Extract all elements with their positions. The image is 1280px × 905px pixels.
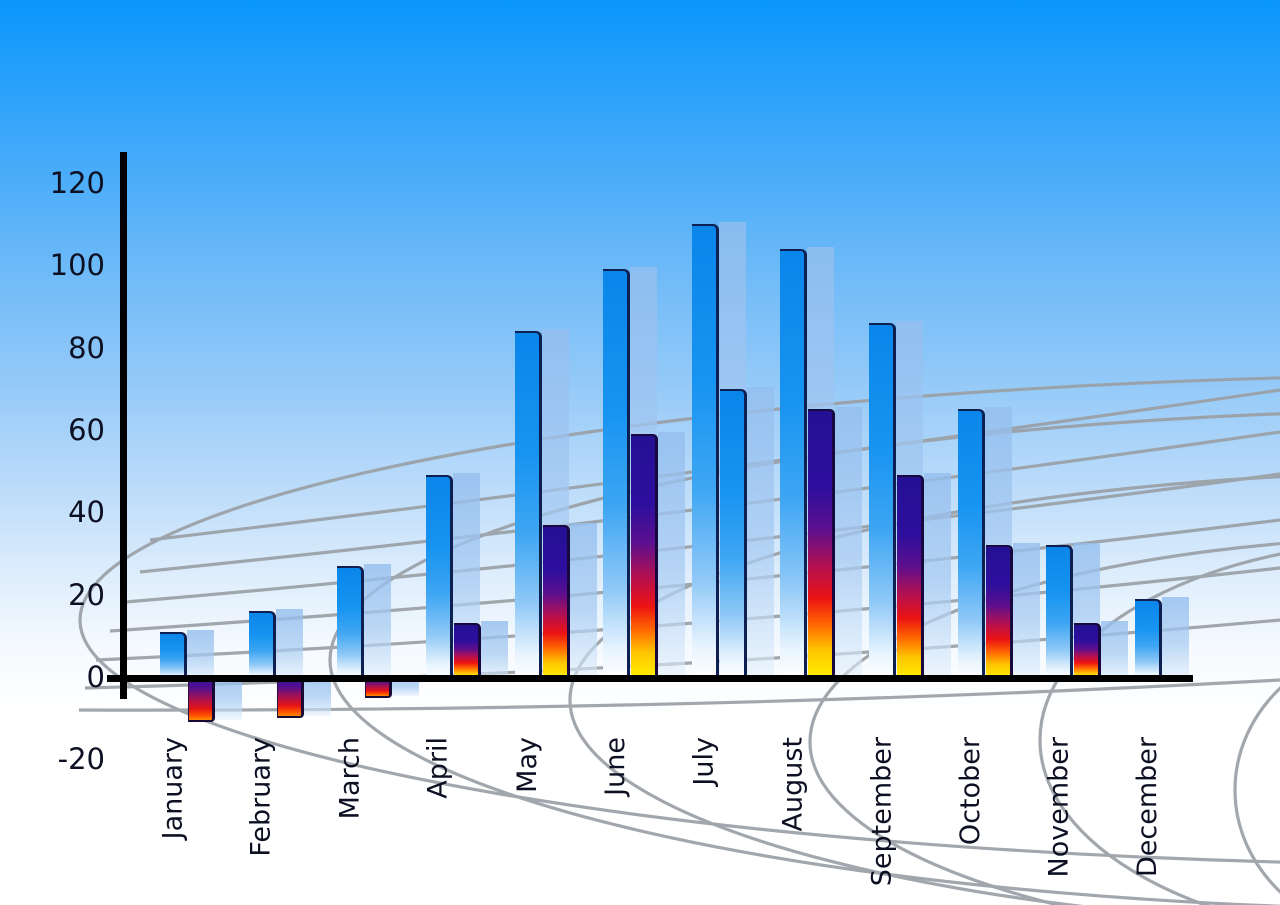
bar-march-primary: [337, 566, 364, 679]
bar-june-secondary: [631, 434, 658, 679]
month-label-may: May: [512, 737, 543, 793]
y-tick-0: 0: [86, 660, 105, 694]
month-label-july: July: [689, 737, 720, 786]
bar-december-primary: [1135, 599, 1162, 679]
bar-october-secondary-echo: [1013, 543, 1040, 681]
month-label-february: February: [246, 737, 277, 857]
y-tick-60: 60: [68, 413, 105, 447]
y-axis-line: [120, 152, 127, 699]
bar-march-primary-echo: [364, 564, 391, 681]
y-tick-80: 80: [68, 331, 105, 365]
bar-may-primary: [515, 331, 542, 679]
bar-july-secondary-echo: [747, 387, 774, 681]
month-label-january: January: [157, 737, 188, 840]
bar-june-secondary-echo: [658, 432, 685, 681]
bar-september-primary: [869, 323, 896, 679]
y-tick-120: 120: [49, 166, 105, 200]
month-label-april: April: [423, 737, 454, 799]
month-label-december: December: [1132, 737, 1163, 878]
y-tick-40: 40: [68, 495, 105, 529]
bar-april-primary: [426, 475, 453, 679]
bar-april-secondary-echo: [481, 621, 508, 681]
bar-october-primary: [958, 409, 985, 679]
month-label-september: September: [866, 737, 897, 887]
grid-line: [78, 376, 1280, 864]
bar-august-primary: [780, 249, 807, 679]
bar-february-primary: [249, 611, 276, 679]
month-label-march: March: [334, 737, 365, 820]
grid-line: [78, 678, 1280, 712]
bar-august-secondary-echo: [835, 407, 862, 681]
month-label-august: August: [777, 737, 808, 832]
month-label-november: November: [1043, 737, 1074, 878]
bar-january-primary-echo: [187, 630, 214, 681]
bar-september-secondary-echo: [924, 473, 951, 681]
y-tick-20: 20: [68, 578, 105, 612]
month-label-october: October: [955, 737, 986, 846]
bar-may-secondary: [543, 525, 570, 679]
bar-january-secondary-echo: [215, 677, 242, 720]
bar-august-secondary: [808, 409, 835, 679]
bar-may-secondary-echo: [570, 523, 597, 681]
bar-november-primary: [1046, 545, 1073, 679]
bar-june-primary: [603, 269, 630, 679]
bar-january-secondary: [188, 676, 215, 722]
grid-line: [568, 475, 1280, 905]
grid-line: [808, 542, 1280, 905]
bar-february-secondary-echo: [304, 677, 331, 716]
bar-july-primary: [692, 224, 719, 679]
bar-november-secondary: [1074, 623, 1101, 679]
x-axis-line: [107, 675, 1193, 682]
bar-september-secondary: [897, 475, 924, 679]
y-tick-100: 100: [49, 248, 105, 282]
bar-january-primary: [160, 632, 187, 679]
bar-april-secondary: [454, 623, 481, 679]
bar-november-secondary-echo: [1101, 621, 1128, 681]
grid-line: [1038, 552, 1280, 905]
bar-october-secondary: [986, 545, 1013, 679]
bar-december-primary-echo: [1162, 597, 1189, 681]
bar-february-secondary: [277, 676, 304, 718]
bar-july-secondary: [720, 389, 747, 679]
grid-line: [1233, 686, 1280, 894]
y-tick--20: -20: [57, 742, 105, 776]
month-label-june: June: [600, 737, 631, 796]
grid-line: [328, 412, 1280, 905]
bar-february-primary-echo: [276, 609, 303, 681]
